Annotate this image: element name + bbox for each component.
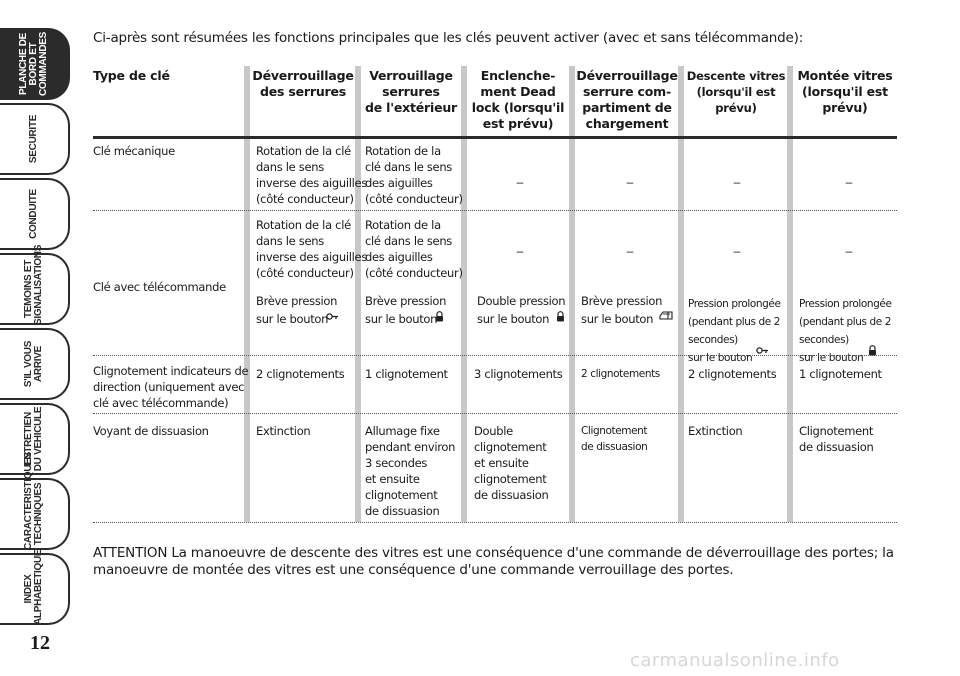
column-separator (355, 66, 361, 522)
tab-label: S'IL VOUS ARRIVE (23, 340, 44, 388)
cell-voyant-verrouillage: Allumage fixe pendant environ 3 secondes… (365, 424, 456, 518)
cell-mecanique-deverrouillage: Rotation de la clé dans le sens inverse … (256, 144, 368, 206)
row-type-cle-telecommande: Clé avec télécommande (93, 280, 226, 294)
unlock-key-icon (756, 347, 768, 354)
cell-mecanique-chargement: – (626, 175, 634, 189)
unlock-key-icon (326, 313, 338, 320)
cell-mecanique-deadlock: – (516, 175, 524, 189)
cell-telecommande-verrouillage: Rotation de la clé dans le sens des aigu… (365, 218, 463, 280)
attention-note: ATTENTION La manoeuvre de descente des v… (93, 545, 894, 578)
cargo-door-icon (659, 311, 673, 320)
row-type-cle-mecanique: Clé mécanique (93, 144, 175, 158)
chapter-tabs: PLANCHE DE BORD ET COMMANDES SECURITE CO… (0, 28, 72, 628)
column-separator (569, 66, 575, 522)
cell-voyant-descente: Extinction (688, 424, 743, 438)
cell-telecommande-deverrouillage: Rotation de la clé dans le sens inverse … (256, 218, 368, 280)
cell-clign-chargement: 2 clignotements (581, 368, 660, 380)
cell-clign-verrouillage: 1 clignotement (365, 367, 448, 381)
header-type-cle: Type de clé (93, 68, 170, 83)
tab-index[interactable]: INDEX ALPHABETIQUE (0, 549, 70, 625)
column-separator (787, 66, 793, 522)
watermark: carmanualsonline.info (630, 650, 840, 671)
cell-btn-chargement: Brève pression sur le bouton (581, 292, 673, 328)
cell-telecommande-descente-rot: – (733, 244, 741, 258)
cell-mecanique-descente: – (733, 175, 741, 189)
lock-icon (557, 311, 564, 322)
header-deverrouillage: Déverrouillage des serrures (252, 68, 354, 99)
cell-btn-verrouillage: Brève pression sur le bouton (365, 294, 447, 326)
tab-label: CARACTERISTIQUES TECHNIQUES (23, 452, 44, 550)
header-descente-vitres: Descente vitres (lorsqu'il est prévu) (686, 69, 786, 115)
tab-label: SECURITE (28, 114, 39, 164)
lock-icon (869, 345, 876, 356)
cell-mecanique-montee: – (845, 175, 853, 189)
tab-entretien[interactable]: ENTRETIEN DU VEHICULE (0, 403, 70, 475)
tab-label: TEMOINS ET SIGNALISATIONS (23, 244, 44, 325)
column-separator (244, 66, 250, 522)
row-type-voyant: Voyant de dissuasion (93, 424, 209, 438)
tab-label: INDEX ALPHABETIQUE (23, 549, 44, 625)
header-montee-vitres: Montée vitres (lorsqu'il est prévu) (797, 68, 893, 115)
cell-voyant-montee: Clignotement de dissuasion (799, 424, 874, 454)
row-divider (93, 522, 897, 523)
cell-telecommande-chargement-rot: – (626, 244, 634, 258)
tab-label: PLANCHE DE BORD ET COMMANDES (18, 32, 49, 96)
tab-caracteristiques[interactable]: CARACTERISTIQUES TECHNIQUES (0, 452, 70, 550)
tab-conduite[interactable]: CONDUITE (0, 178, 70, 250)
row-divider (93, 355, 897, 356)
header-verrouillage: Verrouillage serrures de l'extérieur (364, 68, 458, 115)
tab-planche-de-bord[interactable]: PLANCHE DE BORD ET COMMANDES (0, 28, 70, 100)
column-separator (678, 66, 684, 522)
row-divider (93, 210, 897, 211)
cell-voyant-chargement: Clignotement de dissuasion (581, 425, 648, 453)
cell-btn-deverrouillage: Brève pression sur le bouton (256, 294, 338, 326)
row-divider (93, 413, 897, 414)
cell-clign-descente: 2 clignotements (688, 367, 777, 381)
column-separator (461, 66, 467, 522)
row-type-clignotement: Clignotement indicateurs de direction (u… (93, 364, 249, 410)
header-deadlock: Enclenche- ment Dead lock (lorsqu'il est… (471, 68, 565, 131)
page-number: 12 (30, 632, 50, 654)
lock-icon (436, 311, 443, 322)
cell-clign-montee: 1 clignotement (799, 367, 882, 381)
cell-voyant-deverrouillage: Extinction (256, 424, 311, 438)
tab-label: CONDUITE (28, 189, 39, 239)
tab-securite[interactable]: SECURITE (0, 103, 70, 175)
intro-text: Ci-après sont résumées les fonctions pri… (93, 30, 804, 46)
cell-telecommande-deadlock-rot: – (516, 244, 524, 258)
cell-btn-deadlock: Double pression sur le bouton (477, 294, 566, 326)
cell-mecanique-verrouillage: Rotation de la clé dans le sens des aigu… (365, 144, 463, 206)
cell-clign-deadlock: 3 clignotements (474, 367, 563, 381)
cell-clign-deverrouillage: 2 clignotements (256, 367, 345, 381)
header-chargement: Déverrouillage serrure com- partiment de… (576, 68, 678, 131)
cell-telecommande-montee-rot: – (845, 244, 853, 258)
tab-temoins[interactable]: TEMOINS ET SIGNALISATIONS (0, 244, 70, 325)
header-rule (93, 136, 897, 139)
tab-sil-vous-arrive[interactable]: S'IL VOUS ARRIVE (0, 328, 70, 400)
cell-voyant-deadlock: Double clignotement et ensuite clignotem… (474, 424, 549, 502)
